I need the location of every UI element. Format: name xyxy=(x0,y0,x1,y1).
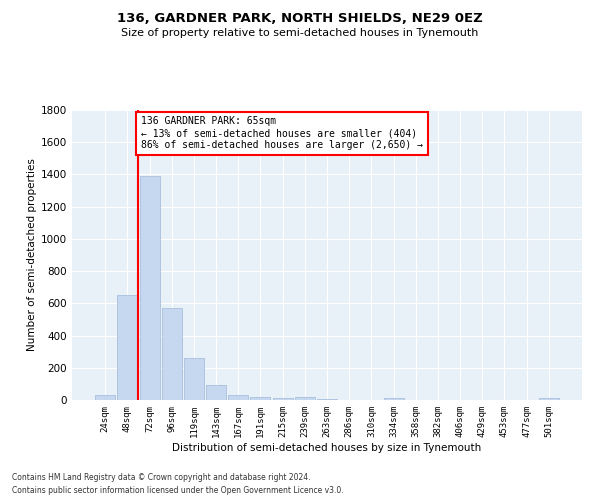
Bar xyxy=(539,398,559,400)
Text: Contains public sector information licensed under the Open Government Licence v3: Contains public sector information licen… xyxy=(12,486,344,495)
Bar xyxy=(140,176,160,400)
Bar xyxy=(250,397,271,400)
Bar xyxy=(184,358,204,400)
Text: 136 GARDNER PARK: 65sqm
← 13% of semi-detached houses are smaller (404)
86% of s: 136 GARDNER PARK: 65sqm ← 13% of semi-de… xyxy=(140,116,422,150)
Text: Size of property relative to semi-detached houses in Tynemouth: Size of property relative to semi-detach… xyxy=(121,28,479,38)
Text: 136, GARDNER PARK, NORTH SHIELDS, NE29 0EZ: 136, GARDNER PARK, NORTH SHIELDS, NE29 0… xyxy=(117,12,483,26)
Bar xyxy=(272,398,293,400)
Bar xyxy=(206,384,226,400)
Bar xyxy=(95,395,115,400)
Text: Contains HM Land Registry data © Crown copyright and database right 2024.: Contains HM Land Registry data © Crown c… xyxy=(12,474,311,482)
Bar xyxy=(162,308,182,400)
Bar xyxy=(317,399,337,400)
X-axis label: Distribution of semi-detached houses by size in Tynemouth: Distribution of semi-detached houses by … xyxy=(172,442,482,452)
Bar xyxy=(295,397,315,400)
Bar xyxy=(228,395,248,400)
Y-axis label: Number of semi-detached properties: Number of semi-detached properties xyxy=(27,158,37,352)
Bar xyxy=(383,398,404,400)
Bar xyxy=(118,296,137,400)
